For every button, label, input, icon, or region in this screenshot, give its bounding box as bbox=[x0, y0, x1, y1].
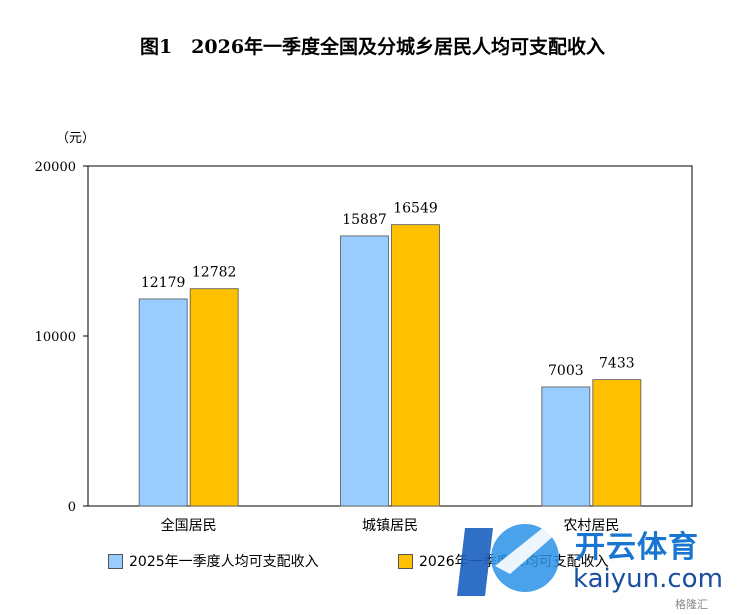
legend-swatch-series-1 bbox=[108, 553, 123, 569]
bar-1-3 bbox=[541, 386, 591, 507]
chart-title: 图1 2026年一季度全国及分城乡居民人均可支配收入 bbox=[139, 36, 606, 58]
x-category-label: 全国居民 bbox=[161, 517, 217, 534]
y-axis: 0 10000 20000 bbox=[35, 160, 88, 515]
data-label-1-1: 12179 bbox=[141, 275, 186, 291]
x-category-label: 农村居民 bbox=[563, 518, 619, 534]
data-label-1-2: 15887 bbox=[342, 212, 387, 228]
bar-2-1 bbox=[189, 288, 239, 507]
y-tick-label: 10000 bbox=[35, 330, 76, 345]
value-labels-group: 12179 12782 15887 16549 7003 7433 bbox=[141, 201, 635, 379]
watermark-brand-cn: 开云体育 bbox=[575, 530, 699, 565]
watermark-tag: 格隆汇 bbox=[675, 598, 708, 611]
watermark-brand-en: kaiyun.com bbox=[573, 564, 723, 594]
y-tick-label: 0 bbox=[68, 500, 76, 515]
data-label-1-3: 7003 bbox=[548, 363, 584, 379]
x-axis: 全国居民 城镇居民 农村居民 bbox=[161, 517, 620, 534]
x-category-label: 城镇居民 bbox=[362, 518, 418, 534]
bar-2-3 bbox=[592, 379, 642, 507]
y-tick-label: 20000 bbox=[35, 160, 76, 175]
legend-label-series-1: 2025年一季度人均可支配收入 bbox=[129, 554, 319, 570]
bars-group bbox=[138, 224, 642, 507]
legend-swatch-series-2 bbox=[398, 553, 413, 569]
y-axis-unit-label: （元） bbox=[56, 131, 96, 146]
watermark-k-icon bbox=[457, 524, 565, 596]
legend-item-series-1: 2025年一季度人均可支配收入 bbox=[108, 551, 319, 571]
bar-1-2 bbox=[340, 235, 389, 507]
data-label-2-2: 16549 bbox=[393, 201, 438, 217]
bar-1-1 bbox=[138, 298, 188, 507]
data-label-2-3: 7433 bbox=[599, 356, 635, 372]
watermark-logo: 开云体育 kaiyun.com 格隆汇 bbox=[455, 516, 745, 615]
bar-2-2 bbox=[391, 224, 440, 507]
data-label-2-1: 12782 bbox=[192, 265, 237, 281]
